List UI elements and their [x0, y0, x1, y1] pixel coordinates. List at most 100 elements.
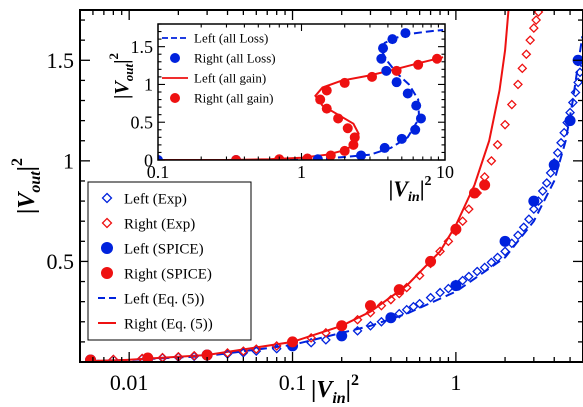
inset-series-right-all-gain-point: [315, 94, 326, 105]
main-legend-label: Left (Eq. (5)): [124, 291, 204, 307]
main-y-tick-label: 0.5: [47, 249, 75, 274]
main-series-left-exp-point: [414, 298, 425, 309]
main-legend-label: Right (Exp): [124, 216, 195, 232]
inset-legend-entry-left-all-gain: Left (all gain): [162, 71, 266, 86]
main-series-right-spice-point: [393, 284, 405, 296]
main-series-right-exp-point: [528, 23, 539, 34]
inset-series-right-all-loss-point: [402, 88, 413, 99]
main-series-right-spice-point: [479, 179, 491, 191]
main-legend-box: [87, 181, 252, 341]
main-series-right-exp-point: [492, 139, 503, 150]
main-series-right-exp-point: [320, 327, 331, 338]
main-series-left-exp-point: [573, 77, 583, 88]
main-series-left-exp-point: [472, 266, 483, 277]
inset-series-right-all-gain-point: [367, 71, 378, 82]
main-series-right-spice-point: [468, 187, 480, 199]
main-series-left-exp-point: [518, 222, 529, 233]
main-series-left-exp-point: [556, 137, 566, 148]
main-series-right-exp-point: [435, 246, 445, 257]
main-series-left-exp-point: [528, 204, 539, 215]
inset-series-right-all-gain-point: [342, 123, 353, 134]
inset-y-axis-label: |Vout|2: [106, 53, 136, 99]
main-series-left-exp-point: [320, 334, 331, 345]
main-legend: Left (Exp) Right (Exp) Left (SPICE) Right (…: [87, 181, 252, 341]
inset-series-right-all-loss-point: [158, 155, 163, 160]
main-series-right-exp-point: [414, 270, 425, 281]
inset-y-tick-label: 1: [144, 75, 153, 95]
inset-y-tick-label: 1.5: [131, 37, 154, 57]
inset-y-tick-label: 0.5: [131, 113, 154, 133]
main-series-right-exp-point: [306, 332, 317, 343]
main-legend-entry-right-exp: Right (Exp): [101, 216, 195, 232]
main-series-left-spice-point: [385, 312, 397, 324]
main-legend-entry-right-eq-5: Right (Eq. (5)): [98, 316, 213, 332]
main-legend-label: Left (SPICE): [124, 241, 204, 257]
main-series-right-exp-point: [401, 282, 412, 293]
main-series-left-spice-point: [528, 195, 540, 207]
inset-series-right-all-loss-point: [356, 150, 367, 160]
inset-series-right-all-loss-point: [381, 65, 392, 76]
main-series-right-spice-point: [425, 255, 437, 267]
inset-series-right-all-gain-point: [321, 103, 332, 114]
main-legend-label: Left (Exp): [124, 191, 187, 207]
main-legend-marker-swatch: [101, 242, 113, 254]
main-series-right-exp-point: [443, 236, 454, 247]
main-series-left-exp-point: [394, 308, 405, 319]
inset-legend-label: Left (all gain): [194, 71, 266, 86]
main-series-right-exp-point: [271, 340, 282, 351]
inset-series-right-all-gain-point: [391, 65, 402, 76]
inset-plot: 0.1 1 10 0 0.5 1 1.5 |Vin|2 |Vout|2 Left (all …: [106, 23, 454, 205]
main-legend-entry-left-exp: Left (Exp): [101, 191, 187, 207]
main-x-tick-label: 0.01: [110, 370, 149, 395]
inset-legend: Left (all Loss) Right (all Loss) Left (all…: [162, 31, 276, 106]
main-series-left-eq-5-line: [90, 35, 583, 362]
main-plot-frame: [79, 9, 583, 363]
main-series-right-spice-point: [85, 354, 97, 362]
inset-series-right-all-gain: [231, 53, 443, 160]
main-legend-entry-left-eq-5: Left (Eq. (5)): [98, 291, 204, 307]
main-series-left-exp-point: [545, 168, 556, 178]
inset-x-axis-label: |Vin|2: [388, 174, 431, 205]
main-y-tick-label: 1.5: [47, 48, 75, 73]
main-series-left-spice-point: [499, 235, 511, 247]
inset-series-right-all-gain-point: [333, 113, 344, 124]
main-series-right-exp-point: [531, 15, 542, 25]
main-legend-label: Right (SPICE): [124, 266, 212, 282]
inset-series-right-all-gain-point: [349, 132, 360, 143]
inset-legend-entry-left-all-loss: Left (all Loss): [162, 31, 268, 46]
main-series-right-exp-point: [108, 354, 119, 362]
main-y-tick-label: 1: [63, 149, 74, 174]
inset-series-right-all-loss-point: [378, 43, 389, 54]
main-series-left-exp-point: [425, 292, 436, 303]
main-series-right-spice-point: [142, 352, 154, 362]
inset-series-right-all-gain-point: [413, 59, 424, 70]
main-series-right-exp-point: [500, 119, 510, 130]
main-legend-entry-left-spice: Left (SPICE): [101, 241, 204, 257]
main-series-left-exp-point: [401, 304, 412, 315]
main-series-right-spice-point: [450, 223, 462, 235]
main-series-right-exp-point: [486, 155, 497, 166]
inset-x-tick-label: 10: [436, 162, 454, 182]
main-series-left-exp-point: [513, 230, 523, 241]
inset-series-right-all-gain-point: [231, 155, 242, 160]
main-series-left-exp-point: [500, 246, 510, 257]
main-series-right-exp-point: [376, 300, 387, 311]
inset-legend-label: Left (all Loss): [194, 31, 268, 46]
main-series-right-exp-point: [385, 294, 396, 305]
main-series-left-exp-point: [486, 257, 497, 268]
inset-series-right-all-loss-point: [379, 142, 390, 153]
main-series-left-exp-point: [541, 178, 552, 188]
main-legend-entry-right-spice: Right (SPICE): [101, 266, 212, 282]
main-series-left-exp-point: [435, 287, 445, 298]
inset-series-left-all-loss-line: [158, 29, 444, 160]
main-series-right-spice-point: [287, 336, 299, 348]
main-x-tick-label: 0.1: [279, 370, 307, 395]
main-series-right-eq-5-line: [90, 10, 510, 362]
main-series-left-exp-point: [567, 97, 578, 108]
main-x-axis-label: |Vin|2: [311, 372, 359, 407]
main-series-left-exp-point: [479, 262, 490, 273]
inset-series-right-all-gain-point: [348, 139, 359, 150]
main-series-left-spice-point: [336, 330, 348, 342]
inset-y-tick-label: 0: [144, 150, 153, 170]
inset-series-right-all-gain-point: [325, 150, 336, 160]
